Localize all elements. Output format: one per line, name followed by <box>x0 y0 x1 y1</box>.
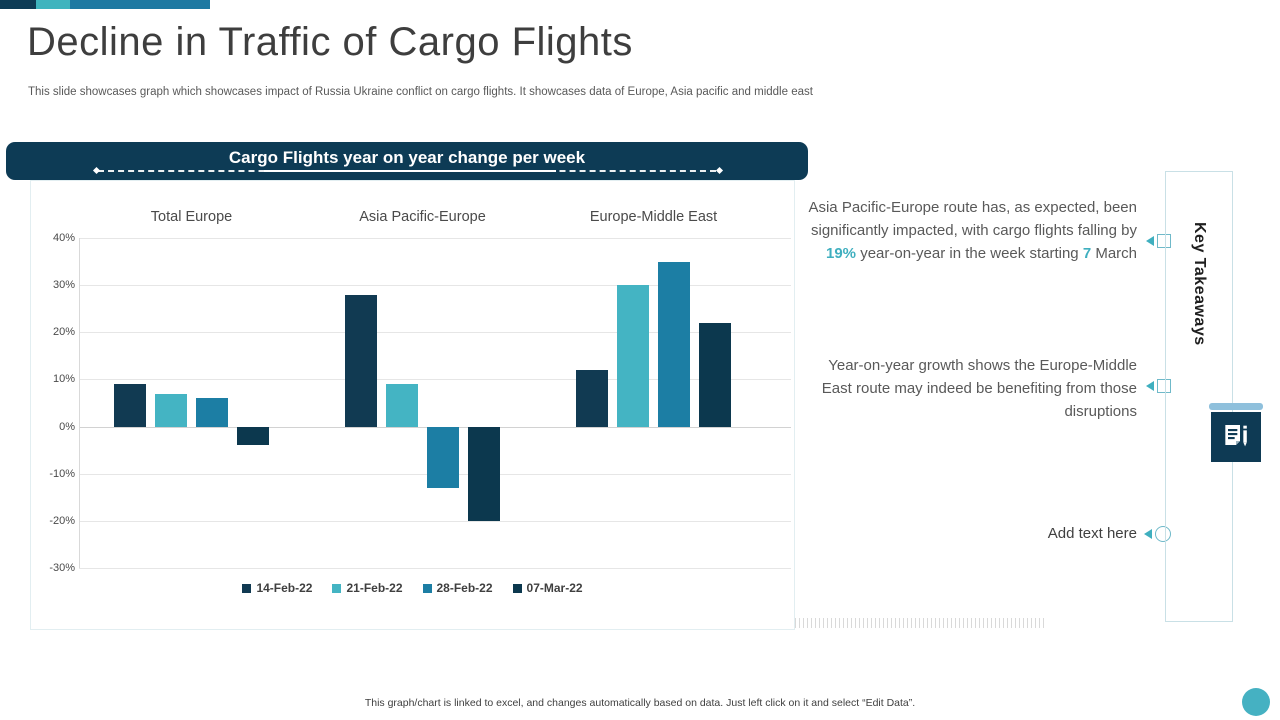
legend-item-28-Feb-22: 28-Feb-22 <box>422 581 493 595</box>
document-pencil-glyph <box>1225 425 1247 447</box>
banner-solid-line <box>264 170 556 172</box>
add-text-arrow-icon <box>1144 529 1152 539</box>
legend-swatch <box>332 583 342 593</box>
gridline-30 <box>79 285 791 287</box>
takeaway-1-text: Asia Pacific-Europe route has, as expect… <box>808 199 1137 239</box>
footer-note: This graph/chart is linked to excel, and… <box>364 697 916 709</box>
bar-Europe-Middle East-28-Feb-22 <box>658 261 690 427</box>
bar-Asia Pacific-Europe-21-Feb-22 <box>386 384 418 427</box>
takeaway-2-arrow-icon <box>1146 381 1154 391</box>
banner-arrow-left <box>92 166 101 175</box>
corner-dot-decoration <box>1242 688 1270 716</box>
page-title: Decline in Traffic of Cargo Flights <box>27 20 633 64</box>
gridline-10 <box>79 379 791 381</box>
group-title-0: Total Europe <box>150 209 233 225</box>
takeaway-2: Year-on-year growth shows the Europe-Mid… <box>821 357 1137 420</box>
bar-Total Europe-07-Mar-22 <box>237 426 269 446</box>
hatch-marks-decoration <box>795 618 1047 628</box>
legend-swatch <box>422 583 432 593</box>
takeaway-1-highlight-pct: 19% <box>826 245 857 262</box>
add-text-circle-icon <box>1155 526 1171 542</box>
document-pencil-icon <box>1211 412 1261 462</box>
legend-item-21-Feb-22: 21-Feb-22 <box>332 581 403 595</box>
gridline-40 <box>79 238 791 239</box>
bar-Europe-Middle East-21-Feb-22 <box>617 285 649 427</box>
y-axis-line <box>79 238 80 568</box>
y-tick-label: -30% <box>49 562 75 574</box>
legend-item-07-Mar-22: 07-Mar-22 <box>512 581 583 595</box>
group-title-2: Europe-Middle East <box>589 209 718 225</box>
y-tick-label: 0% <box>59 420 75 433</box>
gridline--20 <box>79 520 791 522</box>
accent-bar-blue <box>70 0 210 9</box>
y-tick-label: -20% <box>49 514 75 527</box>
key-takeaways-panel: Key Takeaways <box>1165 171 1233 622</box>
bar-Asia Pacific-Europe-07-Mar-22 <box>468 426 500 521</box>
legend-label: 28-Feb-22 <box>436 581 493 595</box>
key-takeaways-label: Key Takeaways <box>1191 222 1208 346</box>
bar-Europe-Middle East-07-Mar-22 <box>699 322 731 427</box>
takeaway-1: Asia Pacific-Europe route has, as expect… <box>805 196 1137 265</box>
accent-bar-teal <box>36 0 70 9</box>
bar-Total Europe-14-Feb-22 <box>114 384 146 427</box>
group-title-1: Asia Pacific-Europe <box>359 209 486 225</box>
bar-Europe-Middle East-14-Feb-22 <box>576 370 608 427</box>
bar-Asia Pacific-Europe-14-Feb-22 <box>345 294 377 427</box>
add-text-placeholder[interactable]: Add text here <box>1047 525 1137 542</box>
legend-item-14-Feb-22: 14-Feb-22 <box>242 581 312 595</box>
icon-top-bar <box>1209 403 1263 410</box>
banner-arrow-right <box>715 166 724 175</box>
bar-Total Europe-28-Feb-22 <box>196 398 228 427</box>
legend-label: 14-Feb-22 <box>256 581 313 595</box>
takeaway-2-checkbox-icon <box>1157 379 1171 393</box>
y-tick-label: 10% <box>52 373 75 386</box>
legend-swatch <box>512 583 522 593</box>
chart-title: Cargo Flights year on year change per we… <box>228 148 586 167</box>
bar-chart[interactable]: 14-Feb-22 21-Feb-22 28-Feb-22 07-Mar-22 40%… <box>30 180 795 630</box>
page-subtitle: This slide showcases graph which showcas… <box>28 86 813 98</box>
chart-legend: 14-Feb-22 21-Feb-22 28-Feb-22 07-Mar-22 <box>31 581 794 595</box>
takeaway-1-checkbox-icon <box>1157 234 1171 248</box>
legend-swatch <box>242 583 252 593</box>
gridline-20 <box>79 332 791 334</box>
chart-title-banner: Cargo Flights year on year change per we… <box>6 142 808 180</box>
legend-label: 07-Mar-22 <box>526 581 583 595</box>
y-tick-label: -10% <box>49 467 75 480</box>
accent-bar-navy <box>0 0 36 9</box>
takeaway-1-arrow-icon <box>1146 236 1154 246</box>
y-tick-label: 20% <box>52 326 75 339</box>
y-tick-label: 30% <box>52 279 75 292</box>
legend-label: 21-Feb-22 <box>346 581 403 595</box>
bar-Total Europe-21-Feb-22 <box>155 393 187 427</box>
y-tick-label: 40% <box>52 232 75 244</box>
gridline--30 <box>79 568 791 569</box>
takeaway-1-highlight-day: 7 <box>1082 245 1092 262</box>
takeaway-1-text2: year-on-year in the week starting <box>856 245 1083 262</box>
bar-Asia Pacific-Europe-28-Feb-22 <box>427 426 459 488</box>
takeaway-1-text3: March <box>1091 245 1137 262</box>
